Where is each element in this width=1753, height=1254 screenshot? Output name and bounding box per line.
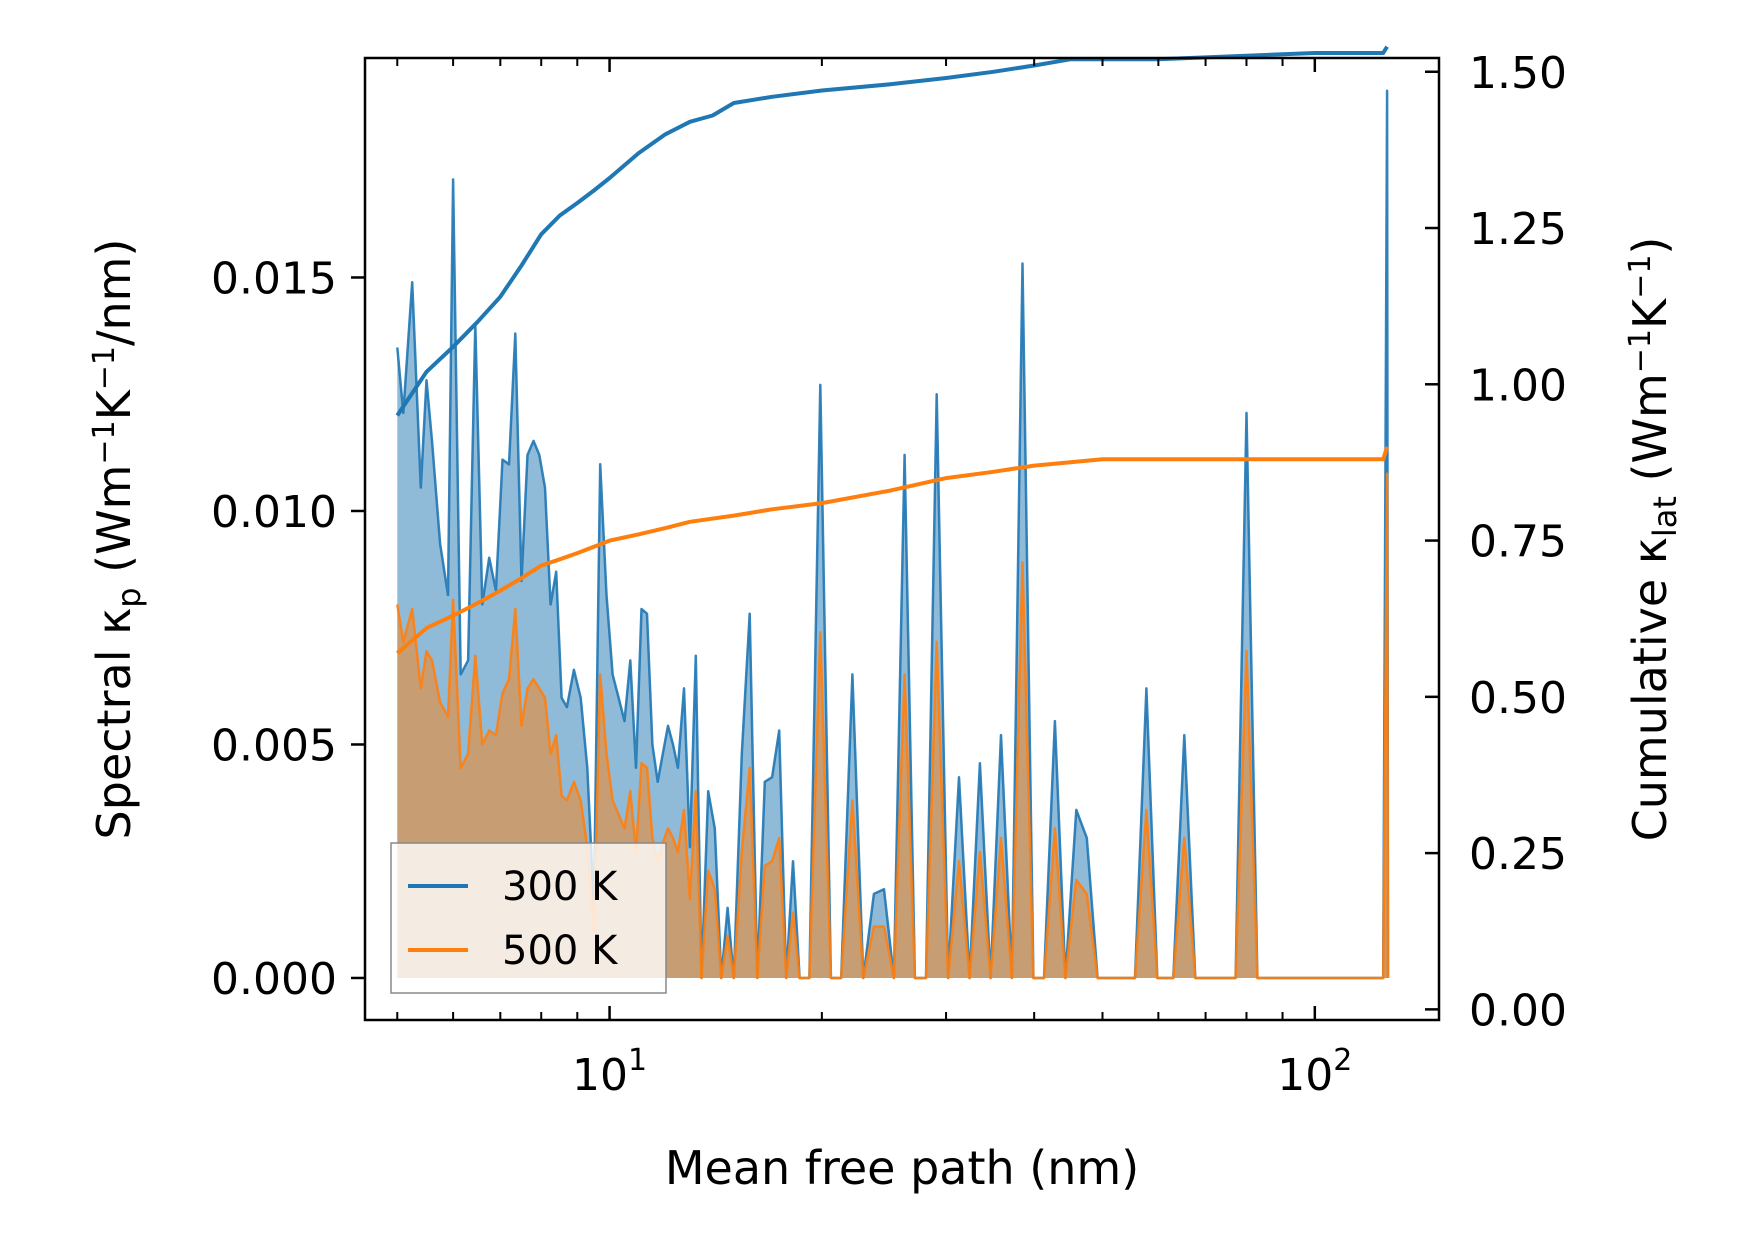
y-left-tick-label: 0.005 <box>211 720 337 771</box>
x-tick-label: 101 <box>572 1043 647 1101</box>
y-left-tick-label: 0.010 <box>211 487 337 538</box>
y-right-tick-label: 1.00 <box>1469 360 1567 411</box>
spectral-line-500k <box>396 472 1390 980</box>
legend: 300 K 500 K <box>390 842 667 994</box>
y-right-tick-label: 0.00 <box>1469 985 1567 1036</box>
x-tick-label: 102 <box>1277 1043 1352 1101</box>
y-right-tick-label: 0.75 <box>1469 517 1567 568</box>
legend-label-500k: 500 K <box>502 928 619 974</box>
axes-border <box>363 56 1441 1022</box>
legend-box <box>390 842 667 994</box>
y-left-axis-title: Spectral κp (Wm−1K−1/nm) <box>87 239 148 840</box>
legend-label-300k: 300 K <box>502 864 619 910</box>
y-right-axis-title: Cumulative κlat (Wm−1K−1) <box>1623 237 1684 842</box>
y-right-tick-label: 1.50 <box>1469 48 1567 99</box>
spectral-area-300k <box>397 90 1388 978</box>
y-right-tick-label: 1.25 <box>1469 204 1567 255</box>
y-right-tick-label: 0.50 <box>1469 673 1567 724</box>
y-right-tick-label: 0.25 <box>1469 829 1567 880</box>
cumulative-line-500k <box>395 446 1390 655</box>
cumulative-line-300k <box>395 45 1389 417</box>
x-axis-title: Mean free path (nm) <box>665 1141 1139 1195</box>
tick-layer: 101 102 0.000 0.005 0.010 0.015 0.00 0.25 0.50 0.… <box>211 48 1567 1101</box>
y-left-tick-label: 0.000 <box>211 954 337 1005</box>
y-left-tick-label: 0.015 <box>211 253 337 304</box>
